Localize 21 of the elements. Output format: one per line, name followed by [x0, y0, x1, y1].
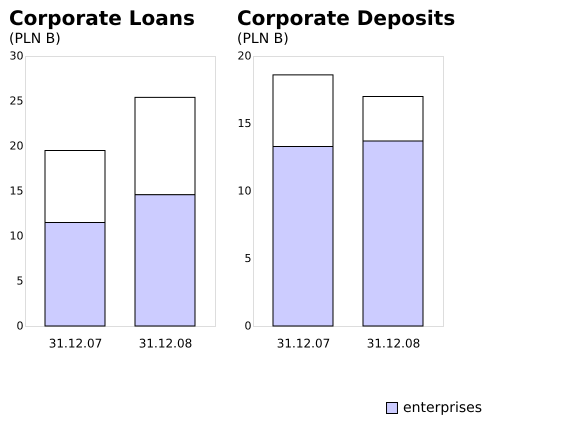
- y-tick-label: 10: [238, 184, 252, 198]
- y-tick-label: 30: [10, 50, 24, 62]
- y-tick-label: 0: [16, 320, 24, 332]
- legend-label: enterprises: [403, 400, 482, 416]
- y-tick-label: 15: [10, 184, 24, 198]
- y-tick-label: 5: [244, 252, 252, 265]
- chart-title: Corporate Deposits: [237, 6, 456, 30]
- chart-subtitle: (PLN B): [9, 31, 61, 47]
- y-tick-label: 0: [244, 320, 252, 332]
- y-tick-label: 20: [238, 50, 252, 62]
- chart-subtitle: (PLN B): [237, 31, 289, 47]
- y-tick-label: 20: [10, 140, 24, 152]
- x-tick-label: 31.12.07: [48, 336, 102, 350]
- x-tick-label: 31.12.08: [138, 336, 192, 350]
- x-tick-label: 31.12.08: [366, 336, 420, 350]
- y-tick-label: 25: [10, 94, 24, 108]
- y-tick-label: 15: [238, 117, 252, 130]
- y-tick-label: 5: [16, 274, 24, 288]
- x-tick-label: 31.12.07: [276, 336, 330, 350]
- chart-title: Corporate Loans: [9, 6, 195, 30]
- y-tick-label: 10: [10, 230, 24, 242]
